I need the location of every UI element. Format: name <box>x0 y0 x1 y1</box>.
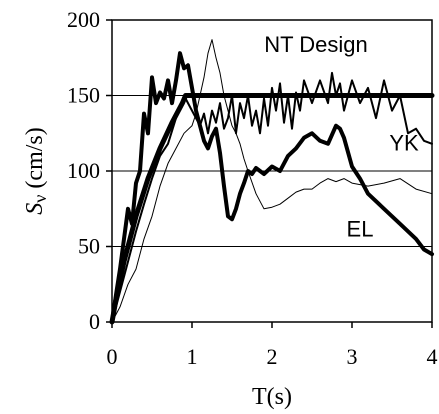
x-tick-label: 0 <box>107 344 118 369</box>
annotations: NT Design YK EL <box>264 32 419 241</box>
x-axis-title: T(s) <box>252 384 292 410</box>
x-tick-label: 3 <box>347 344 358 369</box>
x-tick-label: 2 <box>267 344 278 369</box>
y-axis-title-unit: (cm/s) <box>22 127 48 194</box>
y-tick-label: 150 <box>67 83 100 108</box>
axis-ticks: 0 50 100 150 200 0 1 2 3 4 <box>67 7 438 369</box>
x-tick-label: 4 <box>427 344 438 369</box>
series-line-yk <box>111 71 433 323</box>
y-axis-title-main: S <box>22 203 48 215</box>
y-axis-title-subscript: ν <box>30 195 50 203</box>
annotation-label: NT Design <box>264 32 368 57</box>
series-line-el <box>110 51 434 324</box>
y-tick-label: 100 <box>67 158 100 183</box>
series-lines <box>109 39 435 325</box>
y-tick-label: 0 <box>89 309 100 334</box>
x-tick-label: 1 <box>187 344 198 369</box>
series-line-nt <box>111 39 433 323</box>
y-tick-label: 50 <box>78 234 100 259</box>
y-tick-label: 200 <box>67 7 100 32</box>
y-axis-title: Sν (cm/s) <box>22 127 50 214</box>
gridlines <box>112 95 432 247</box>
annotation-label: EL <box>347 216 374 241</box>
annotation-label: YK <box>389 130 419 155</box>
